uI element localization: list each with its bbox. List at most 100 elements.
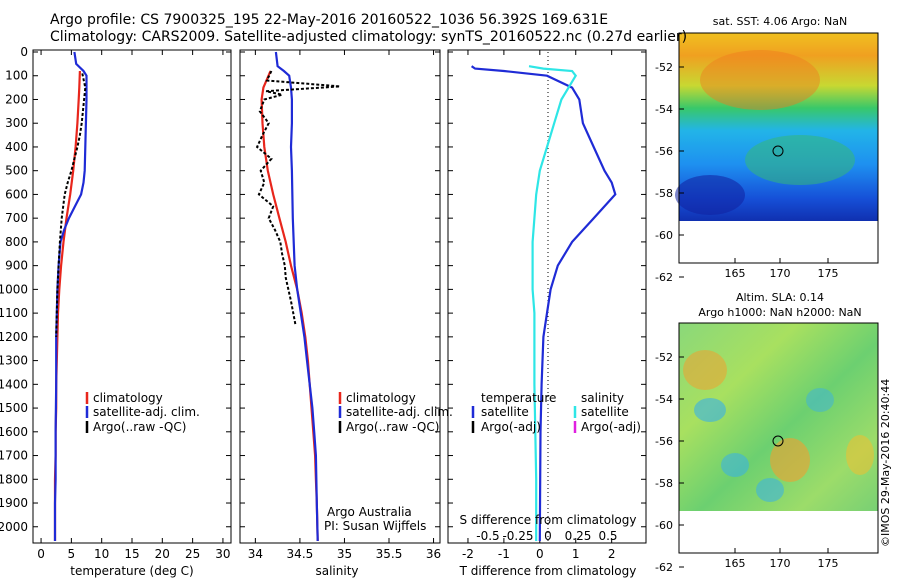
- sst-map-lon-label: 170: [770, 267, 791, 280]
- temperature-xtick-label: 25: [185, 547, 200, 561]
- depth-tick-label: 900: [5, 259, 28, 273]
- sst-map-title: sat. SST: 4.06 Argo: NaN: [713, 15, 847, 28]
- series-line-climatology: [260, 70, 319, 542]
- depth-tick-label: 1800: [0, 472, 28, 486]
- salinity-legend-satellite: satellite-adj. clim.: [346, 405, 453, 419]
- sla-cool-patch-2: [721, 453, 749, 477]
- salinity-profile-panel: 34 34.5 35 35.5 36 salinity climatology sate…: [239, 49, 453, 578]
- sla-map-title-1: Altim. SLA: 0.14: [736, 291, 824, 304]
- depth-tick-label: 800: [5, 235, 28, 249]
- depth-tick-label: 1600: [0, 425, 28, 439]
- s-difference-label: S difference from climatology: [460, 513, 637, 527]
- salinity-note-argo-australia: Argo Australia: [327, 505, 412, 519]
- sla-map-lat-label: -62: [655, 561, 673, 574]
- s-difference-tick-label: -0.25: [502, 529, 533, 543]
- depth-tick-label: 1700: [0, 449, 28, 463]
- temperature-series: [53, 51, 88, 541]
- sla-map-lat-label: -60: [655, 519, 673, 532]
- sla-cool-patch-4: [806, 388, 834, 412]
- temperature-profile-panel: 0 5 10 15 20 25 300100200300400500600700800900…: [0, 45, 232, 578]
- sla-map-blank-region: [679, 511, 878, 553]
- sst-map-lat-label: -58: [655, 187, 673, 200]
- series-line-argo-raw-qc-: [55, 73, 87, 337]
- difference-axes-frame: [447, 49, 647, 544]
- salinity-legend-climatology: climatology: [346, 391, 416, 405]
- depth-tick-label: 1100: [0, 306, 28, 320]
- salinity-note-pi: PI: Susan Wijffels: [324, 519, 426, 533]
- climatology-header: Climatology: CARS2009. Satellite-adjuste…: [50, 29, 688, 45]
- sla-map-ticks: -52 -54 -56 -58 -60 -62 165 170 175: [655, 351, 838, 574]
- sst-cold-patch: [675, 175, 745, 215]
- sla-map-lat-label: -58: [655, 477, 673, 490]
- legend-salinity-title: salinity: [581, 391, 624, 405]
- temperature-xtick-label: 20: [155, 547, 170, 561]
- sla-map-panel: Altim. SLA: 0.14 Argo h1000: NaN h2000: …: [655, 291, 879, 574]
- depth-tick-label: 1500: [0, 401, 28, 415]
- sla-map-lon-label: 170: [770, 557, 791, 570]
- temperature-xtick-label: 10: [94, 547, 109, 561]
- sla-warm-patch-2: [770, 438, 810, 482]
- sst-map-lat-label: -52: [655, 61, 673, 74]
- depth-tick-label: 1900: [0, 496, 28, 510]
- sst-green-band: [745, 135, 855, 185]
- depth-tick-label: 200: [5, 92, 28, 106]
- sla-map-title-2: Argo h1000: NaN h2000: NaN: [698, 306, 861, 319]
- salinity-xtick-label: 35.5: [376, 547, 403, 561]
- temperature-xtick-label: 5: [68, 547, 76, 561]
- temperature-xlabel: temperature (deg C): [70, 564, 193, 578]
- sst-map-blank-region: [679, 221, 878, 263]
- legend-temperature-argo: Argo(-adj): [481, 420, 541, 434]
- series-line-satellite-adj-clim-: [53, 51, 88, 541]
- sla-map-lon-label: 165: [725, 557, 746, 570]
- depth-tick-label: 600: [5, 187, 28, 201]
- sst-map-ticks: -52 -54 -56 -58 -60 -62 165 170 175: [655, 61, 838, 284]
- depth-tick-label: 300: [5, 116, 28, 130]
- sst-map-lat-label: -60: [655, 229, 673, 242]
- temperature-legend-argo: Argo(..raw -QC): [93, 420, 186, 434]
- sst-map-lat-label: -62: [655, 271, 673, 284]
- difference-xtick-label: 0: [536, 547, 544, 561]
- sla-map-lat-label: -56: [655, 435, 673, 448]
- salinity-ticks: 34 34.5 35 35.5 36: [240, 50, 441, 561]
- salinity-xlabel: salinity: [315, 564, 358, 578]
- depth-tick-label: 1400: [0, 377, 28, 391]
- difference-ticks: -2 -1 0 1 2-0.5 -0.25 0 0.25 0.5: [448, 50, 646, 561]
- salinity-series: [255, 51, 341, 542]
- depth-tick-label: 0: [20, 45, 28, 59]
- depth-tick-label: 500: [5, 164, 28, 178]
- depth-tick-label: 1300: [0, 354, 28, 368]
- salinity-legend-argo: Argo(..raw -QC): [346, 420, 439, 434]
- difference-xtick-label: -1: [498, 547, 510, 561]
- difference-series: [470, 65, 617, 542]
- difference-legend: temperature satellite Argo(-adj) salinit…: [471, 391, 641, 434]
- s-difference-tick-label: 0: [544, 529, 552, 543]
- salinity-axes-frame: [239, 49, 441, 544]
- sst-map-frame: [678, 32, 879, 264]
- s-difference-tick-label: 0.25: [565, 529, 592, 543]
- sla-map-frame: [678, 322, 879, 554]
- temperature-legend-climatology: climatology: [93, 391, 163, 405]
- sst-map-lon-label: 175: [818, 267, 839, 280]
- series-line-satellite-adj-clim-: [274, 51, 319, 542]
- temperature-xtick-label: 30: [215, 547, 230, 561]
- sla-map-lat-label: -52: [655, 351, 673, 364]
- depth-tick-label: 100: [5, 69, 28, 83]
- imos-credit: ©IMOS 29-May-2016 20:40:44: [879, 379, 892, 547]
- sla-warm-patch-3: [846, 435, 874, 475]
- depth-tick-label: 1000: [0, 282, 28, 296]
- sla-cool-patch-3: [756, 478, 784, 502]
- salinity-legend: climatology satellite-adj. clim. Argo(..…: [338, 391, 453, 434]
- depth-tick-label: 700: [5, 211, 28, 225]
- legend-salinity-argo: Argo(-adj): [581, 420, 641, 434]
- s-difference-tick-label: -0.5: [476, 529, 499, 543]
- sla-argo-location-marker: [772, 435, 784, 447]
- series-line-argo-raw-qc-: [255, 70, 341, 326]
- sst-map-panel: sat. SST: 4.06 Argo: NaN: [655, 15, 879, 284]
- temperature-ticks: 0 5 10 15 20 25 300100200300400500600700800900…: [0, 45, 231, 561]
- temperature-xtick-label: 15: [124, 547, 139, 561]
- series-line-temperature-satellite: [470, 65, 617, 542]
- sst-map-lat-label: -54: [655, 103, 673, 116]
- sla-map-lon-label: 175: [818, 557, 839, 570]
- temperature-legend: climatology satellite-adj. clim. Argo(..…: [85, 391, 200, 434]
- difference-panel: -2 -1 0 1 2-0.5 -0.25 0 0.25 0.5 S difference fr…: [447, 49, 647, 578]
